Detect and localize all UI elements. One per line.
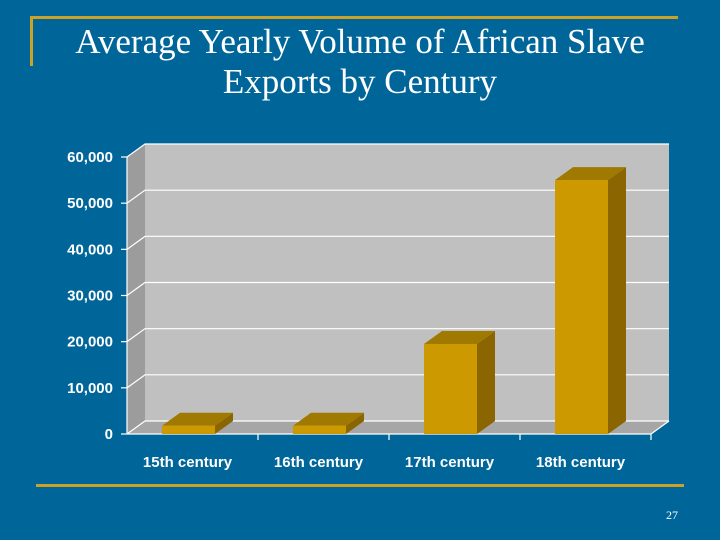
y-tick-label: 50,000 — [67, 195, 113, 212]
x-tick-label: 17th century — [405, 454, 495, 471]
title-rule-horizontal — [30, 16, 678, 19]
bar — [555, 180, 608, 434]
x-tick-label: 16th century — [274, 454, 364, 471]
bar-side — [608, 167, 626, 435]
slide-title-line-1: Average Yearly Volume of African Slave — [75, 22, 645, 61]
y-tick-label: 30,000 — [67, 288, 113, 305]
gridline — [126, 189, 669, 204]
y-tick-label: 10,000 — [67, 380, 113, 397]
title-rule-vertical — [30, 16, 33, 66]
slide-title-line-2: Exports by Century — [222, 62, 498, 101]
bar-top — [424, 330, 495, 344]
bar — [424, 343, 477, 434]
gridline — [126, 143, 669, 158]
y-tick-label: 40,000 — [67, 241, 113, 258]
page-number: 27 — [666, 508, 678, 522]
bar-top — [555, 167, 626, 181]
x-tick-label: 15th century — [143, 454, 233, 471]
y-tick-label: 60,000 — [67, 149, 113, 166]
gridline — [126, 328, 669, 343]
bar-side — [215, 412, 233, 434]
bar-chart: 0 10,000 20,000 30,000 40,000 50,000 60,000 15t… — [67, 143, 670, 471]
y-tick-label: 20,000 — [67, 334, 113, 351]
bar — [293, 425, 346, 434]
bar — [162, 425, 215, 434]
floor-edge-line — [650, 420, 670, 435]
plot-floor — [127, 421, 669, 434]
bar-side — [346, 412, 364, 434]
y-tick-label: 0 — [105, 426, 113, 443]
bar-top — [162, 412, 233, 426]
footer-rule — [36, 484, 684, 487]
bar-top — [293, 412, 364, 426]
gridline — [126, 281, 669, 296]
x-tick-label: 18th century — [536, 454, 626, 471]
gridline — [126, 235, 669, 250]
slide-title: Average Yearly Volume of African Slave E… — [30, 22, 690, 102]
bar-side — [477, 330, 495, 434]
